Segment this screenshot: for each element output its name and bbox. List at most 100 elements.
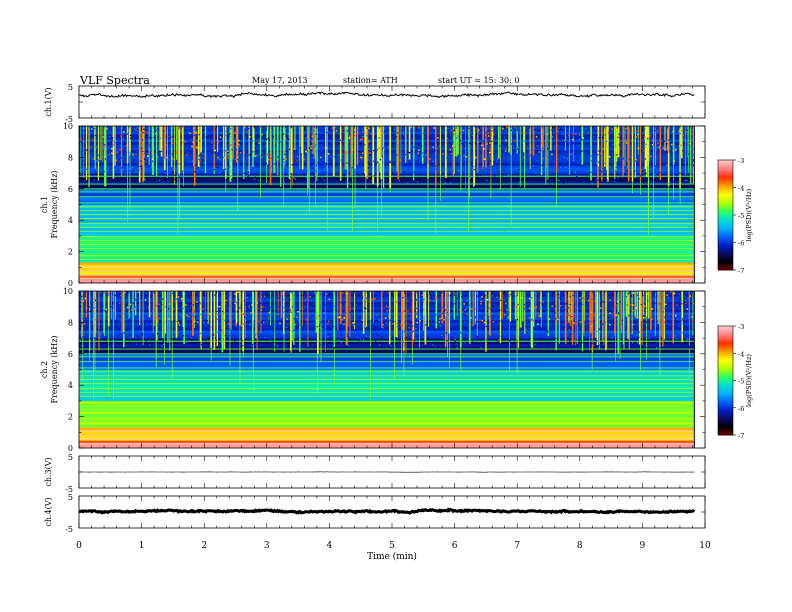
ch2-spectrogram-speckle — [269, 305, 271, 308]
ch2-spectrogram-speckle — [368, 330, 371, 332]
ch1-spectrogram-speckle — [244, 138, 246, 140]
ch2-spectrogram-speckle — [165, 321, 167, 323]
ch2-spectrogram-colorbar-tick-label: -3 — [738, 323, 744, 331]
ch1-spectrogram-hot-speckle — [598, 130, 601, 133]
ch1-spectrogram-speckle — [161, 181, 163, 183]
ch1-spectrogram-speckle — [476, 133, 478, 135]
ch1-spectrogram-speckle — [409, 130, 411, 132]
ch1-spectrogram-speckle — [144, 158, 146, 160]
ch1-spectrogram-colorbar-swatch — [718, 239, 733, 242]
ch1-spectrogram-speckle — [123, 172, 125, 174]
ch2-spectrogram-hot-speckle — [506, 309, 508, 312]
ch1-waveform-ytick-label: 5 — [68, 83, 73, 92]
ch1-spectrogram-speckle — [143, 128, 145, 130]
ch2-spectrogram-speckle — [246, 335, 248, 337]
ch1-spectrogram-speckle — [689, 172, 691, 174]
ch1-spectrogram-speckle — [311, 138, 313, 141]
ch1-spectrogram-speckle — [540, 150, 542, 152]
ch2-spectrogram-colorbar-swatch — [718, 396, 733, 399]
ch1-spectrogram-speckle — [246, 174, 248, 177]
ch2-spectrogram-hot-speckle — [174, 301, 177, 303]
ch2-spectrogram-speckle — [141, 334, 143, 336]
ch1-spectrogram-speckle — [420, 167, 422, 169]
ch1-spectrogram-speckle — [529, 154, 531, 157]
ch2-spectrogram-speckle — [607, 322, 609, 324]
ch1-spectrogram-speckle — [486, 177, 489, 179]
ch1-spectrogram-speckle — [144, 158, 146, 160]
ch1-spectrogram-colorbar-swatch — [718, 263, 733, 265]
ch2-spectrogram-speckle — [185, 341, 188, 344]
ch2-spectrogram-hot-speckle — [242, 323, 245, 325]
ch1-spectrogram-hot-speckle — [316, 138, 318, 140]
ch2-spectrogram-hot-speckle — [176, 297, 179, 299]
ch1-spectrogram-speckle — [394, 128, 396, 131]
ch2-spectrogram-colorbar-swatch — [718, 430, 733, 433]
ch1-spectrogram-speckle — [384, 145, 386, 147]
ch2-spectrogram-hot-speckle — [505, 302, 507, 305]
ch1-spectrogram-speckle — [245, 129, 247, 131]
ch1-spectrogram-hot-speckle — [266, 153, 269, 156]
ch2-spectrogram-speckle — [150, 323, 153, 325]
ch2-spectrogram-speckle — [265, 302, 267, 304]
ch1-spectrogram-hot-speckle — [172, 137, 174, 140]
ch1-spectrogram-speckle — [456, 163, 458, 165]
ch1-spectrogram-speckle — [547, 141, 549, 143]
ch2-spectrogram-colorbar-swatch — [718, 388, 733, 391]
ch2-spectrogram-speckle — [487, 322, 489, 324]
ch1-spectrogram-speckle — [552, 127, 554, 129]
ch2-spectrogram-speckle — [477, 326, 479, 328]
ch1-spectrogram-speckle — [671, 167, 673, 169]
ch1-spectrogram-speckle — [198, 134, 200, 136]
ch2-spectrogram-speckle — [194, 316, 196, 318]
ch1-spectrogram-speckle — [460, 139, 462, 142]
ch1-spectrogram-speckle — [422, 132, 424, 134]
ch1-spectrogram-speckle — [691, 132, 693, 134]
ch1-spectrogram-speckle — [617, 136, 619, 138]
ch1-spectrogram-speckle — [463, 155, 465, 157]
ch1-spectrogram-speckle — [335, 146, 337, 148]
ch1-spectrogram-speckle — [370, 129, 373, 131]
ch2-spectrogram-speckle — [607, 317, 609, 319]
ch2-spectrogram-speckle — [484, 314, 486, 316]
ch2-spectrogram-speckle — [664, 339, 666, 341]
ch1-spectrogram-hot-speckle — [331, 127, 334, 129]
ch1-spectrogram-speckle — [138, 134, 140, 136]
ch2-spectrogram-speckle — [547, 329, 549, 331]
ch2-spectrogram-speckle — [642, 335, 644, 337]
ch2-spectrogram-speckle — [565, 303, 567, 305]
ch2-spectrogram-speckle — [602, 300, 604, 302]
ch2-spectrogram-hot-speckle — [248, 305, 250, 308]
ch1-spectrogram-speckle — [280, 141, 282, 143]
ch1-spectrogram-speckle — [393, 161, 395, 164]
ch1-spectrogram-hot-speckle — [367, 126, 369, 129]
ch2-spectrogram-speckle — [176, 298, 178, 300]
ch1-spectrogram-speckle — [103, 148, 105, 150]
ch2-spectrogram-hot-speckle — [466, 312, 468, 315]
ch2-spectrogram-speckle — [552, 326, 555, 329]
ch2-spectrogram-speckle — [411, 331, 413, 333]
ch2-spectrogram-speckle — [267, 308, 269, 311]
ch1-spectrogram-speckle — [230, 180, 233, 182]
ch2-spectrogram-hot-speckle — [528, 317, 531, 319]
ch2-spectrogram-speckle — [580, 292, 583, 295]
ch2-spectrogram-hot-speckle — [382, 324, 385, 326]
ch2-spectrogram-speckle — [196, 309, 198, 312]
ch2-spectrogram-speckle — [619, 346, 621, 349]
ch1-spectrogram-speckle — [111, 138, 113, 140]
ch1-spectrogram-hot-speckle — [223, 157, 226, 159]
xtick-label: 6 — [452, 541, 458, 551]
ch2-spectrogram-colorbar-swatch — [718, 409, 733, 411]
ch2-spectrogram-speckle — [265, 331, 267, 334]
ch1-spectrogram-hot-speckle — [682, 134, 684, 137]
ch4-waveform-ylabel: ch.4(V) — [44, 497, 53, 526]
ch1-spectrogram-speckle — [340, 177, 342, 179]
ch1-spectrogram-speckle — [121, 167, 123, 169]
ch1-spectrogram-speckle — [122, 138, 125, 140]
ch2-spectrogram-speckle — [120, 313, 122, 315]
ch1-spectrogram-speckle — [385, 164, 387, 166]
ch2-spectrogram-speckle — [498, 338, 500, 340]
ch1-spectrogram-speckle — [252, 140, 254, 142]
ch1-spectrogram-speckle — [417, 126, 419, 128]
ch2-spectrogram-speckle — [133, 327, 135, 329]
ch2-spectrogram-speckle — [105, 331, 108, 333]
